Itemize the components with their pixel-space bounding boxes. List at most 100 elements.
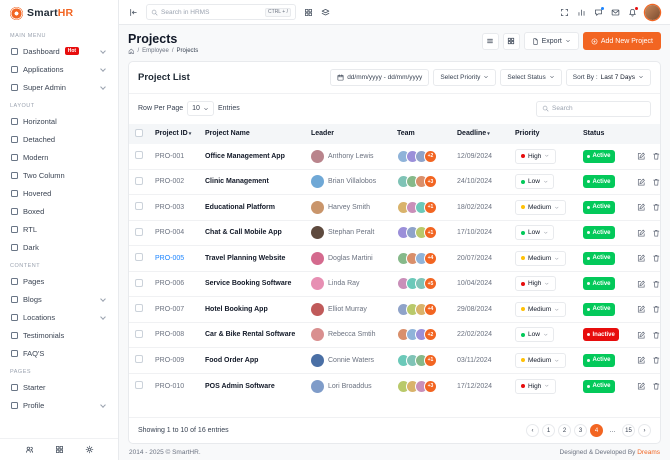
sidebar-item-applications[interactable]: Applications bbox=[8, 60, 110, 78]
chart-icon[interactable] bbox=[577, 8, 586, 17]
priority-select[interactable]: Medium bbox=[515, 250, 566, 266]
priority-filter[interactable]: Select Priority bbox=[433, 68, 497, 86]
rows-per-page-select[interactable]: 10 bbox=[187, 101, 214, 116]
col-project-id[interactable]: Project ID▾ bbox=[149, 123, 199, 144]
sidebar-item-dark[interactable]: Dark bbox=[8, 238, 110, 256]
edit-icon[interactable] bbox=[637, 356, 646, 365]
sidebar-item-rtl[interactable]: RTL bbox=[8, 220, 110, 238]
kanban-icon[interactable] bbox=[55, 445, 64, 454]
delete-icon[interactable] bbox=[652, 280, 661, 289]
delete-icon[interactable] bbox=[652, 229, 661, 238]
delete-icon[interactable] bbox=[652, 152, 661, 161]
table-search[interactable] bbox=[536, 100, 651, 117]
row-checkbox[interactable] bbox=[135, 355, 143, 364]
sidebar-item-blogs[interactable]: Blogs bbox=[8, 290, 110, 308]
page-3-button[interactable]: 3 bbox=[574, 424, 587, 437]
priority-select[interactable]: Low bbox=[515, 327, 555, 343]
sidebar-item-super-admin[interactable]: Super Admin bbox=[8, 78, 110, 96]
delete-icon[interactable] bbox=[652, 356, 661, 365]
sidebar-item-starter[interactable]: Starter bbox=[8, 378, 110, 396]
fullscreen-icon[interactable] bbox=[560, 8, 569, 17]
user-avatar[interactable] bbox=[645, 4, 660, 20]
sidebar-item-locations[interactable]: Locations bbox=[8, 308, 110, 326]
priority-select[interactable]: High bbox=[515, 148, 556, 164]
table-row[interactable]: PRO-002 Clinic Management Brian Villalob… bbox=[129, 169, 660, 195]
sidebar-item-boxed[interactable]: Boxed bbox=[8, 202, 110, 220]
table-row[interactable]: PRO-005 Travel Planning Website Doglas M… bbox=[129, 245, 661, 272]
list-view-button[interactable] bbox=[481, 32, 499, 50]
col-deadline[interactable]: Deadline▾ bbox=[451, 123, 509, 144]
select-all-checkbox[interactable] bbox=[135, 128, 143, 137]
edit-icon[interactable] bbox=[637, 382, 646, 391]
sidebar-item-hovered[interactable]: Hovered bbox=[8, 184, 110, 202]
table-row[interactable]: PRO-007 Hotel Booking App Elliot Murray … bbox=[129, 296, 661, 323]
sidebar-item-modern[interactable]: Modern bbox=[8, 148, 110, 166]
dreams-link[interactable]: Dreams bbox=[637, 449, 660, 456]
edit-icon[interactable] bbox=[637, 280, 646, 289]
delete-icon[interactable] bbox=[652, 331, 661, 340]
priority-select[interactable]: Medium bbox=[515, 352, 566, 368]
add-new-project-button[interactable]: Add New Project bbox=[582, 32, 661, 50]
edit-icon[interactable] bbox=[637, 229, 646, 238]
apps-grid-icon[interactable] bbox=[304, 8, 313, 17]
table-search-input[interactable] bbox=[552, 105, 645, 112]
grid-view-button[interactable] bbox=[502, 32, 520, 50]
delete-icon[interactable] bbox=[652, 382, 661, 391]
bell-icon[interactable] bbox=[628, 6, 638, 17]
table-row[interactable]: PRO-004 Chat & Call Mobile App Stephan P… bbox=[129, 220, 660, 246]
page-2-button[interactable]: 2 bbox=[558, 424, 571, 437]
table-row[interactable]: PRO-001 Office Management App Anthony Le… bbox=[129, 143, 661, 170]
sidebar-item-testimonials[interactable]: Testimonials bbox=[8, 326, 110, 344]
sidebar-collapse-icon[interactable] bbox=[129, 8, 138, 17]
app-logo[interactable]: SmartHR bbox=[0, 0, 118, 26]
delete-icon[interactable] bbox=[652, 254, 661, 263]
edit-icon[interactable] bbox=[637, 152, 646, 161]
page-15-button[interactable]: 15 bbox=[622, 424, 635, 437]
priority-select[interactable]: Low bbox=[515, 225, 555, 241]
priority-select[interactable]: Low bbox=[515, 174, 555, 190]
table-row[interactable]: PRO-003 Educational Platform Harvey Smit… bbox=[129, 194, 661, 221]
table-row[interactable]: PRO-006 Service Booking Software Linda R… bbox=[129, 271, 660, 297]
home-icon[interactable] bbox=[128, 48, 135, 55]
row-checkbox[interactable] bbox=[135, 227, 143, 236]
row-checkbox[interactable] bbox=[135, 253, 143, 262]
page-1-button[interactable]: 1 bbox=[542, 424, 555, 437]
row-checkbox[interactable] bbox=[135, 278, 143, 287]
layers-icon[interactable] bbox=[321, 8, 330, 17]
edit-icon[interactable] bbox=[637, 305, 646, 314]
priority-select[interactable]: Medium bbox=[515, 301, 566, 317]
prev-page-button[interactable]: ‹ bbox=[526, 424, 539, 437]
sidebar-item-pages[interactable]: Pages bbox=[8, 272, 110, 290]
row-checkbox[interactable] bbox=[135, 304, 143, 313]
row-checkbox[interactable] bbox=[135, 151, 143, 159]
priority-select[interactable]: Medium bbox=[515, 199, 566, 215]
sidebar-item-horizontal[interactable]: Horizontal bbox=[8, 112, 110, 130]
delete-icon[interactable] bbox=[652, 203, 661, 212]
global-search-input[interactable] bbox=[161, 8, 263, 16]
row-checkbox[interactable] bbox=[135, 381, 143, 389]
table-row[interactable]: PRO-010 POS Admin Software Lori Broaddus… bbox=[129, 373, 660, 399]
row-checkbox[interactable] bbox=[135, 329, 143, 338]
edit-icon[interactable] bbox=[637, 203, 646, 212]
mail-icon[interactable] bbox=[611, 8, 620, 17]
row-checkbox[interactable] bbox=[135, 176, 143, 185]
date-range-filter[interactable]: dd/mm/yyyy - dd/mm/yyyy bbox=[330, 68, 430, 86]
table-row[interactable]: PRO-008 Car & Bike Rental Software Rebec… bbox=[129, 322, 660, 348]
priority-select[interactable]: High bbox=[515, 378, 556, 394]
delete-icon[interactable] bbox=[652, 178, 661, 187]
sidebar-item-faq-s[interactable]: FAQ'S bbox=[8, 344, 110, 362]
sidebar-item-detached[interactable]: Detached bbox=[8, 130, 110, 148]
sidebar-item-dashboard[interactable]: Dashboard Hot bbox=[8, 42, 110, 60]
users-icon[interactable] bbox=[25, 445, 34, 454]
delete-icon[interactable] bbox=[652, 305, 661, 314]
sidebar-item-profile[interactable]: Profile bbox=[8, 396, 110, 414]
priority-select[interactable]: High bbox=[515, 276, 556, 292]
edit-icon[interactable] bbox=[637, 254, 646, 263]
edit-icon[interactable] bbox=[637, 331, 646, 340]
sidebar-item-two-column[interactable]: Two Column bbox=[8, 166, 110, 184]
chat-icon[interactable] bbox=[594, 6, 604, 17]
next-page-button[interactable]: › bbox=[638, 424, 651, 437]
sort-by-filter[interactable]: Sort By : Last 7 Days bbox=[565, 68, 651, 86]
export-button[interactable]: Export bbox=[523, 32, 579, 50]
gear-icon[interactable] bbox=[85, 445, 94, 454]
